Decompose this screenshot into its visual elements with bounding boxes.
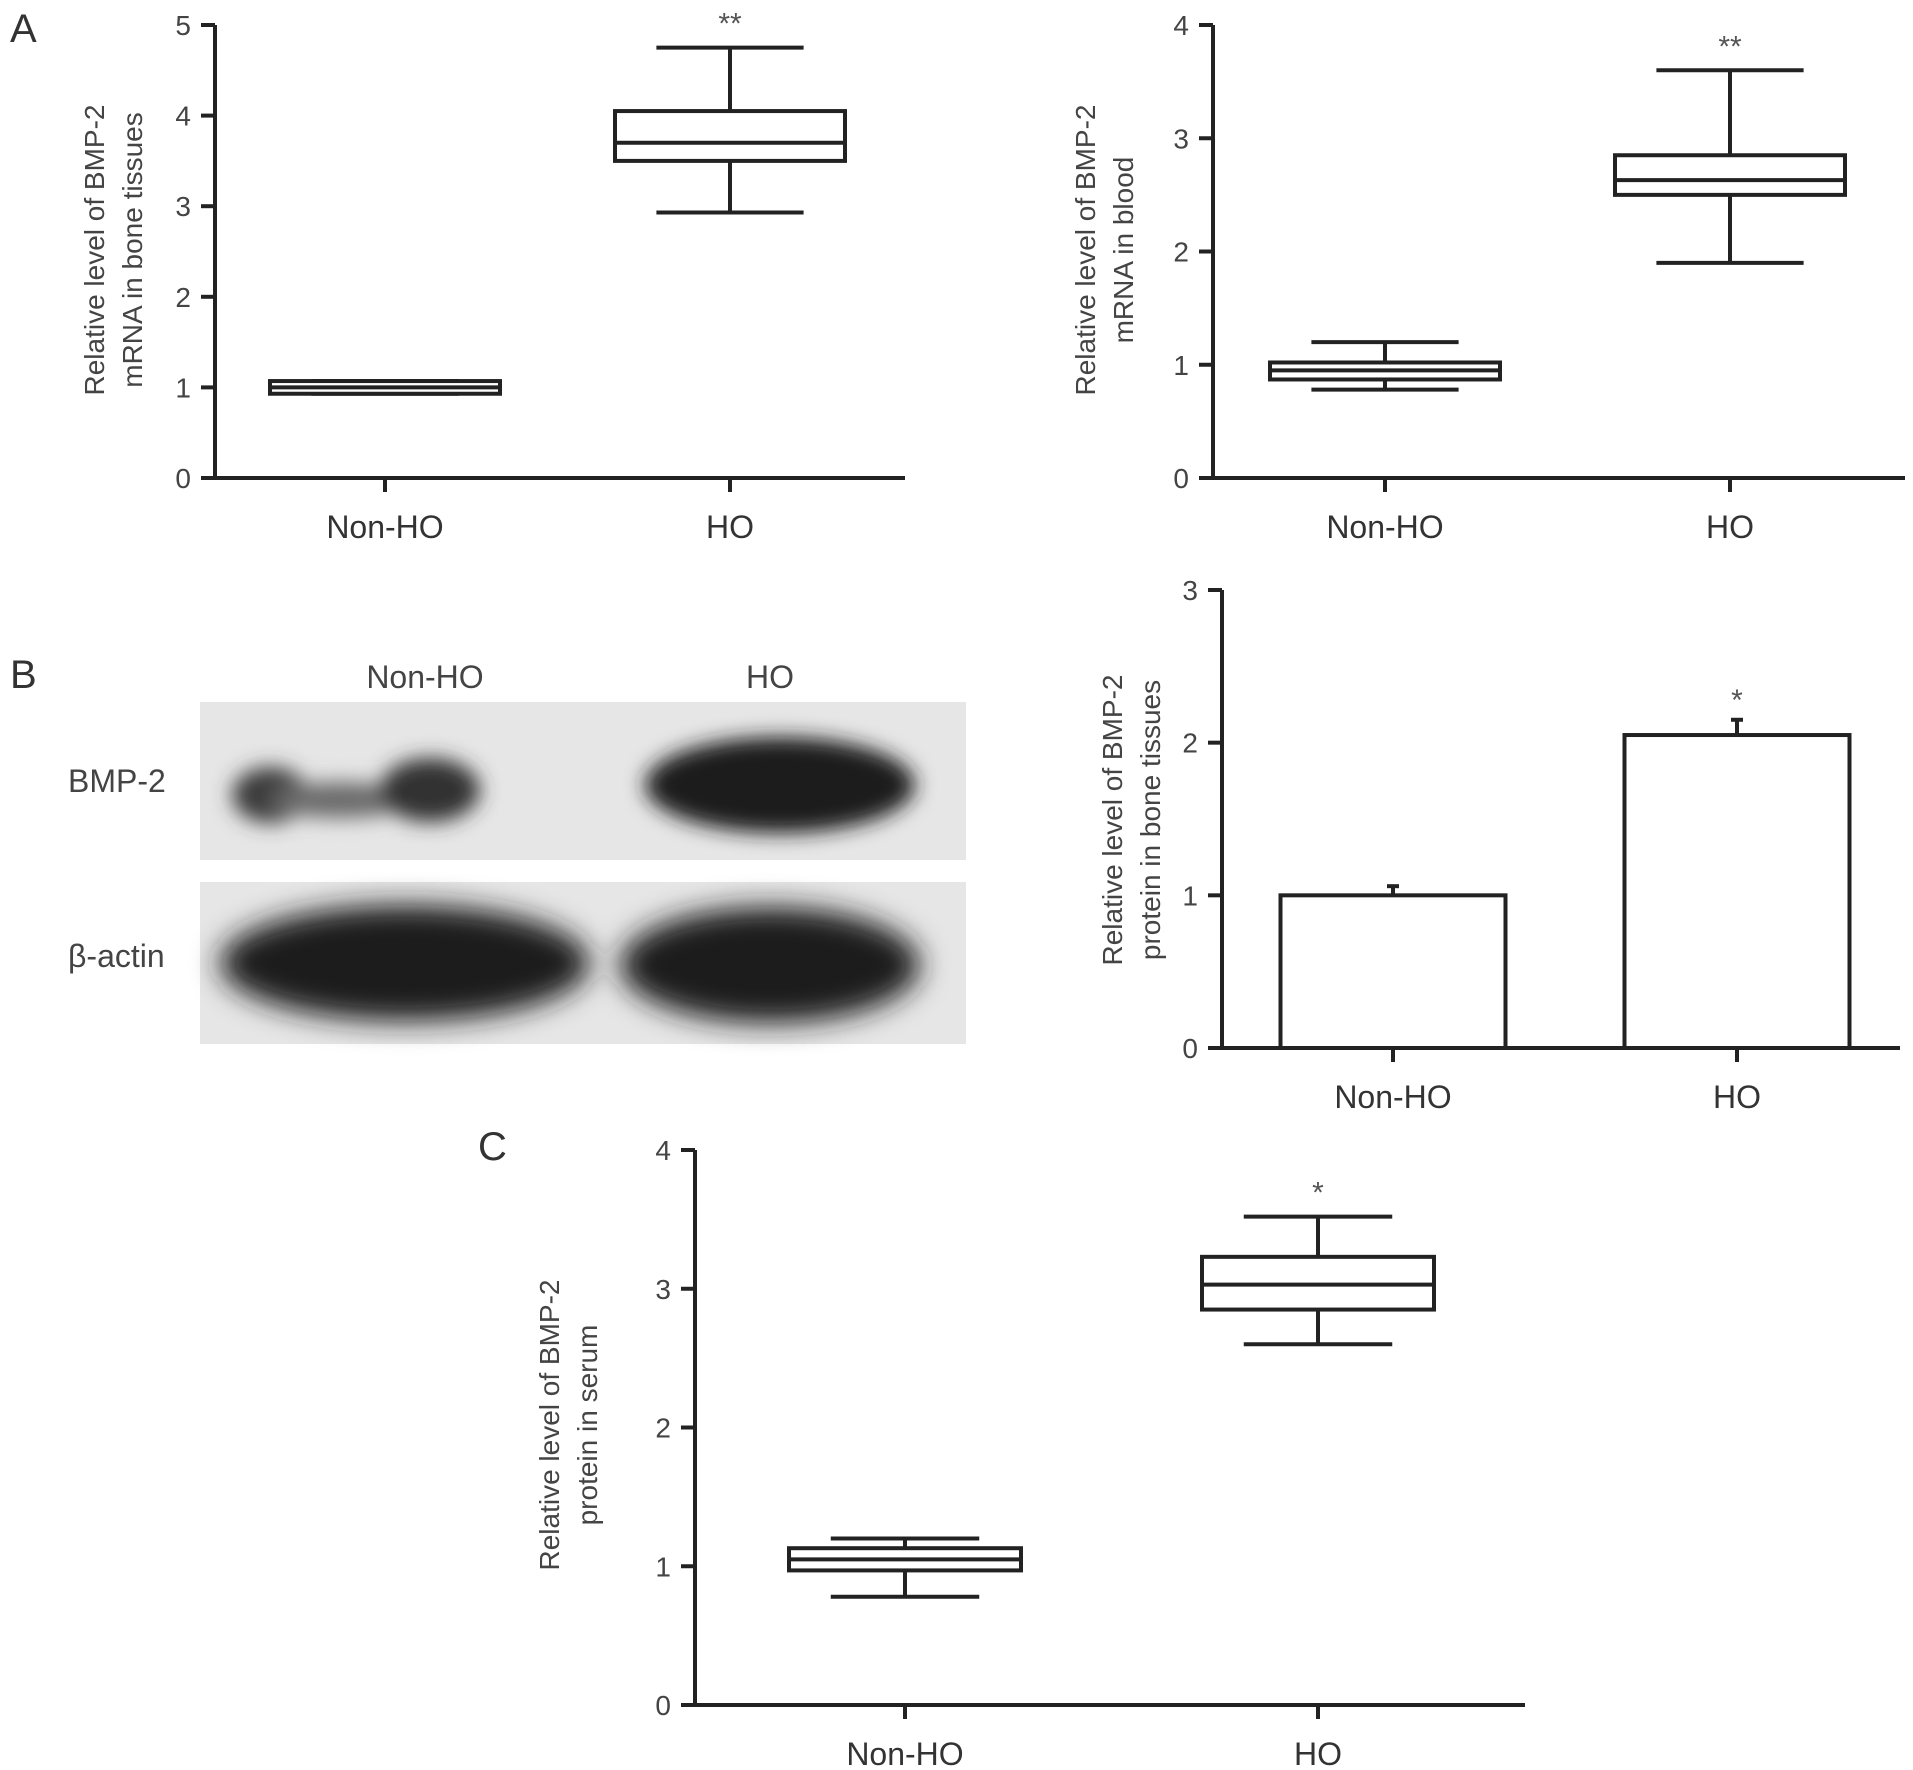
y-axis-label: protein in bone tissues <box>1135 680 1166 960</box>
x-category-label: HO <box>1713 1079 1761 1115</box>
y-tick-label: 4 <box>1173 10 1189 41</box>
y-tick-label: 1 <box>655 1551 671 1582</box>
significance-marker: * <box>1312 1177 1324 1210</box>
chart-a-mrna-bone: 0 1 2 3 4 5 Non-HO HO Relative level of BMP-2 mRN… <box>79 8 905 545</box>
y-tick-label: 0 <box>175 463 191 494</box>
y-tick-label: 3 <box>1182 575 1198 606</box>
blot-row-label-bmp2: BMP-2 <box>68 763 166 799</box>
significance-marker: ** <box>1718 30 1742 63</box>
box-ho: ** <box>1613 30 1847 265</box>
panel-label-c: C <box>478 1125 507 1169</box>
western-blot: Non-HO HO BMP-2 β-actin <box>68 659 966 1044</box>
significance-marker: * <box>1731 684 1743 717</box>
y-axis-label: mRNA in blood <box>1108 157 1139 344</box>
box-ho: * <box>1200 1177 1436 1347</box>
y-tick-label: 1 <box>175 372 191 403</box>
chart-a-mrna-blood: 0 1 2 3 4 Non-HO HO Relative level of BMP-2 mRNA… <box>1070 10 1905 545</box>
y-tick-label: 2 <box>1182 728 1198 759</box>
y-tick-label: 2 <box>1173 237 1189 268</box>
blot-lane-label-non-ho: Non-HO <box>366 659 483 695</box>
x-category-label: Non-HO <box>326 509 443 545</box>
x-category-label: HO <box>706 509 754 545</box>
x-category-label: Non-HO <box>846 1736 963 1770</box>
x-category-label: Non-HO <box>1334 1079 1451 1115</box>
bar-ho: * <box>1622 684 1852 1050</box>
blot-bands-actin <box>220 905 920 1023</box>
blot-bands-bmp2 <box>232 737 915 833</box>
box-ho: ** <box>613 8 847 215</box>
y-tick-label: 4 <box>175 101 191 132</box>
x-category-label: HO <box>1294 1736 1342 1770</box>
bar-non-ho <box>1278 884 1508 1050</box>
y-tick-label: 3 <box>655 1274 671 1305</box>
bar <box>1622 733 1852 1050</box>
box-iqr <box>613 109 847 163</box>
y-tick-label: 0 <box>655 1690 671 1721</box>
y-axis-label: mRNA in bone tissues <box>117 112 148 387</box>
box-non-ho <box>1268 340 1502 392</box>
x-category-label: HO <box>1706 509 1754 545</box>
y-tick-label: 1 <box>1173 350 1189 381</box>
x-category-label: Non-HO <box>1326 509 1443 545</box>
y-axis-label: protein in serum <box>572 1325 603 1526</box>
y-tick-label: 3 <box>175 191 191 222</box>
chart-b-protein-bone: 0 1 2 3 Non-HO HO Relative level of BMP-2 prote… <box>1097 575 1900 1115</box>
y-tick-label: 4 <box>655 1135 671 1166</box>
y-tick-label: 2 <box>175 282 191 313</box>
y-axis-label: Relative level of BMP-2 <box>79 104 110 395</box>
chart-c-protein-serum: 0 1 2 3 4 Non-HO HO Relative level of BMP-2 prot… <box>534 1135 1525 1770</box>
y-axis-label: Relative level of BMP-2 <box>1070 104 1101 395</box>
blot-row-label-actin: β-actin <box>68 938 165 974</box>
y-tick-label: 0 <box>1182 1033 1198 1064</box>
blot-lane-label-ho: HO <box>746 659 794 695</box>
panel-label-a: A <box>10 7 37 51</box>
y-tick-label: 3 <box>1173 123 1189 154</box>
y-tick-label: 0 <box>1173 463 1189 494</box>
y-axis-label: Relative level of BMP-2 <box>1097 674 1128 965</box>
y-tick-label: 1 <box>1182 880 1198 911</box>
y-axis-label: Relative level of BMP-2 <box>534 1279 565 1570</box>
box-iqr <box>1613 153 1847 197</box>
box-non-ho <box>268 379 502 396</box>
y-tick-label: 2 <box>655 1413 671 1444</box>
significance-marker: ** <box>718 8 742 41</box>
box-non-ho <box>787 1536 1023 1599</box>
y-tick-label: 5 <box>175 10 191 41</box>
panel-label-b: B <box>10 653 37 697</box>
bar <box>1278 893 1508 1050</box>
